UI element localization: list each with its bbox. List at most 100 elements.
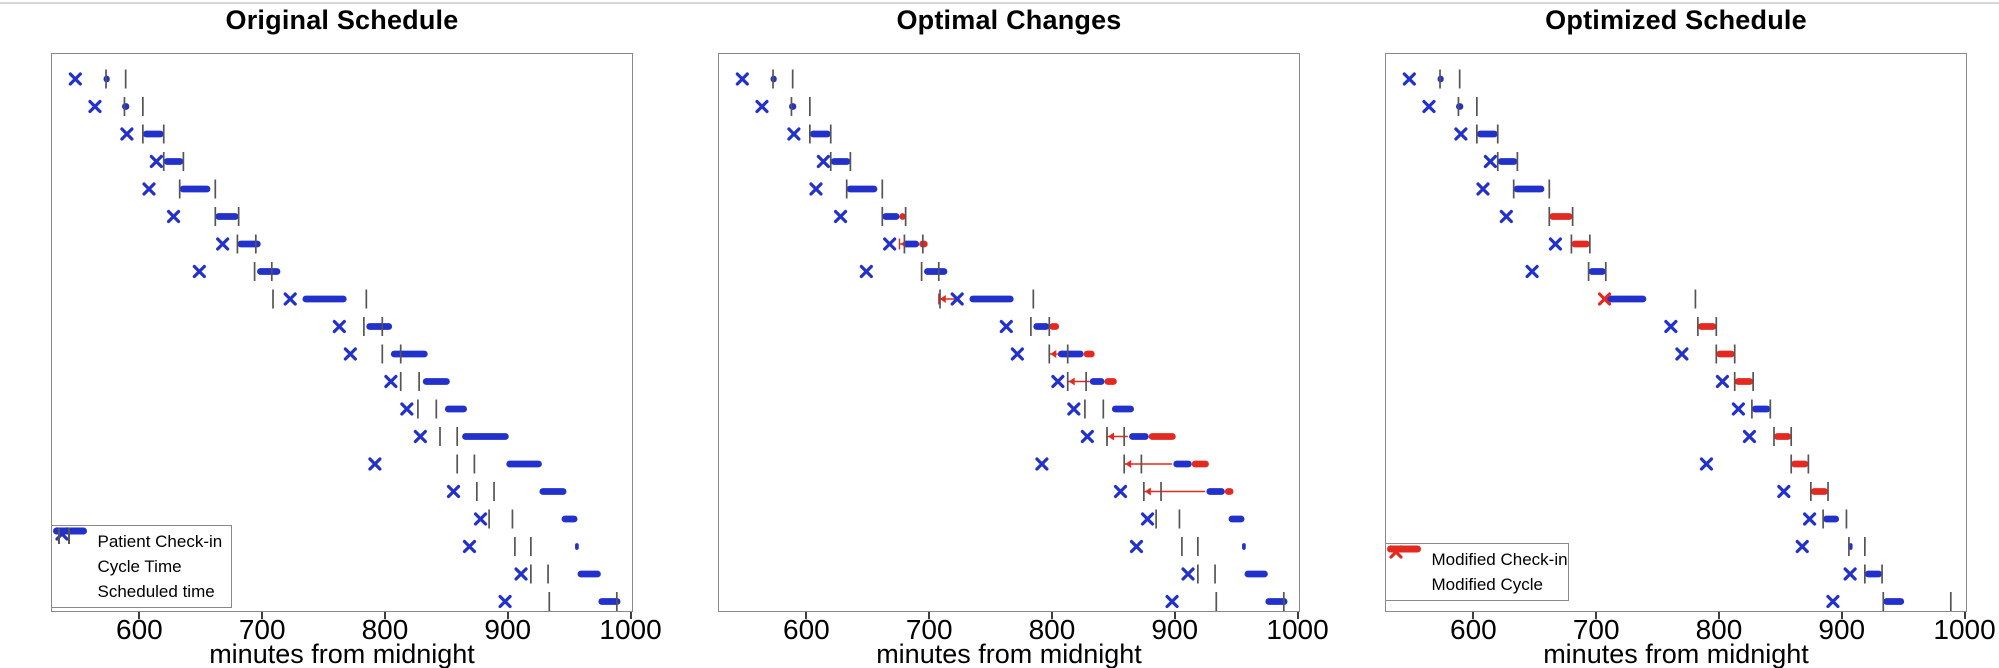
checkin-marker xyxy=(1402,72,1416,86)
x-axis-tick-mark xyxy=(138,612,141,619)
checkin-marker xyxy=(1129,539,1144,554)
cycle-bar xyxy=(215,213,239,220)
cycle-bar xyxy=(1864,570,1883,578)
checkin-marker xyxy=(1525,264,1539,279)
cycle-bar xyxy=(1089,378,1105,385)
cycle-bar xyxy=(237,240,261,248)
plot-area xyxy=(718,53,1300,612)
subplot-title: Original Schedule xyxy=(225,5,459,35)
cycle-bar xyxy=(1604,295,1647,303)
cycle-bar xyxy=(366,323,393,330)
change-arrow-head xyxy=(1068,377,1075,386)
x-axis-tick-mark xyxy=(1296,612,1299,619)
cycle-bar xyxy=(422,378,450,385)
checkin-marker xyxy=(1795,539,1809,554)
change-arrow-head xyxy=(939,295,946,303)
cycle-bar xyxy=(846,185,878,193)
cycle-bar xyxy=(1173,460,1192,468)
checkin-marker xyxy=(142,182,156,196)
modified-cycle-bar xyxy=(1571,240,1590,248)
cycle-bar xyxy=(882,213,900,220)
modified-cycle-bar xyxy=(1697,323,1717,330)
checkin-marker xyxy=(166,209,181,224)
checkin-marker xyxy=(400,402,414,416)
legend-original: Patient Check-in Cycle Time Scheduled ti… xyxy=(50,525,232,608)
cycle-bar xyxy=(539,488,567,495)
checkin-marker xyxy=(1113,484,1128,499)
x-axis-tick-mark xyxy=(261,612,264,619)
x-axis-tick-label: 900 xyxy=(1151,614,1199,645)
modified-cycle-bar xyxy=(1083,350,1095,358)
modified-cycle-bar xyxy=(1810,488,1829,495)
change-arrow-head xyxy=(1108,432,1114,441)
cycle-bar xyxy=(1057,350,1084,358)
checkin-marker xyxy=(1483,154,1497,169)
x-axis-tick-mark xyxy=(506,612,509,619)
checkin-marker xyxy=(283,292,297,306)
top-divider xyxy=(0,2,1999,4)
checkin-marker xyxy=(1499,209,1513,224)
subplot-optimized-schedule: Optimized Schedule Modified Check-in Mod… xyxy=(1384,0,1996,668)
subplot-original-schedule: Original Schedule Patient Check-in Cycle… xyxy=(50,0,662,668)
x-axis-tick-label: 700 xyxy=(238,614,286,645)
checkin-marker xyxy=(1664,319,1678,334)
checkin-marker xyxy=(1731,402,1745,416)
x-axis-tick-label: 900 xyxy=(1818,614,1866,645)
plot-canvas xyxy=(1402,69,1952,611)
checkin-marker xyxy=(1165,594,1179,609)
checkin-marker xyxy=(384,374,398,389)
x-axis-tick-label: 800 xyxy=(361,614,409,645)
checkin-marker xyxy=(120,127,134,141)
cycle-bar xyxy=(904,240,920,248)
cycle-bar xyxy=(1129,433,1149,440)
legend-label: Patient Check-in xyxy=(97,531,223,551)
cycle-bar xyxy=(163,158,184,165)
legend-optimized: Modified Check-in Modified Cycle xyxy=(1384,543,1569,601)
checkin-marker xyxy=(1067,402,1081,416)
checkin-marker xyxy=(1051,374,1065,389)
checkin-marker xyxy=(1010,347,1024,361)
legend-item: Cycle Time xyxy=(52,527,231,579)
checkin-marker xyxy=(1181,567,1195,581)
cycle-bar xyxy=(1497,158,1518,165)
checkin-marker xyxy=(88,99,102,114)
x-axis-tick-mark xyxy=(1173,612,1176,619)
x-axis-tick-mark xyxy=(1472,612,1475,619)
checkin-marker xyxy=(1140,512,1155,526)
checkin-marker xyxy=(1742,429,1757,444)
legend-item: Modified Cycle xyxy=(1386,545,1568,597)
modified-cycle-bar xyxy=(1549,213,1573,220)
checkin-marker xyxy=(755,99,769,114)
checkin-marker xyxy=(68,72,82,86)
checkin-marker xyxy=(332,319,346,334)
x-axis-tick-label: 800 xyxy=(1695,614,1743,645)
checkin-marker xyxy=(498,594,512,609)
checkin-marker xyxy=(1715,374,1730,389)
modified-cycle-bar xyxy=(1791,460,1809,468)
modified-cycle-bar xyxy=(899,213,906,220)
cycle-bar xyxy=(1848,543,1853,550)
cycle-bar xyxy=(575,543,579,550)
modified-cycle-bar xyxy=(1734,378,1754,385)
checkin-marker xyxy=(462,539,477,554)
cycle-bar xyxy=(121,103,130,110)
change-arrow-head xyxy=(1050,350,1057,358)
x-axis-tick-label: 900 xyxy=(484,614,532,645)
plot-canvas xyxy=(735,69,1288,611)
cycle-bar xyxy=(809,130,831,138)
subplot-optimal-changes: Optimal Changes minutes from midnight 60… xyxy=(718,0,1329,668)
cycle-bar xyxy=(598,598,621,605)
checkin-marker xyxy=(1843,567,1857,581)
x-axis-tick-mark xyxy=(629,612,632,619)
cycle-bar xyxy=(302,295,347,303)
checkin-marker xyxy=(859,264,873,279)
checkin-marker xyxy=(514,567,528,581)
checkin-marker xyxy=(809,182,823,196)
cycle-bar xyxy=(1513,185,1545,193)
x-axis-tick-label: 600 xyxy=(1450,614,1497,645)
cycle-bar xyxy=(390,350,428,358)
cycle-bar xyxy=(462,433,509,440)
checkin-marker xyxy=(1548,237,1563,251)
checkin-marker xyxy=(1422,99,1436,114)
